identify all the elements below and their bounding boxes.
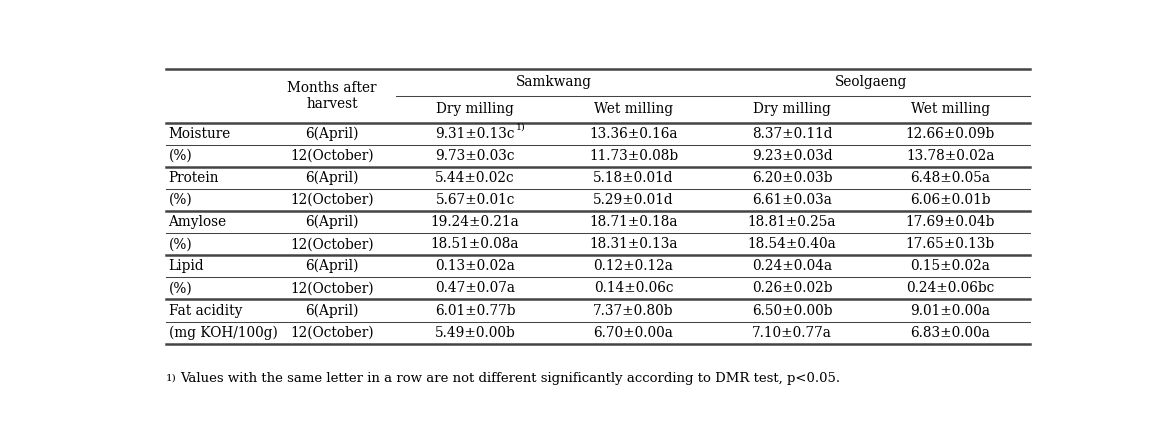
Text: 0.47±0.07a: 0.47±0.07a <box>435 281 515 295</box>
Text: 17.69±0.04b: 17.69±0.04b <box>905 215 995 229</box>
Text: 5.18±0.01d: 5.18±0.01d <box>593 171 673 185</box>
Text: Seolgaeng: Seolgaeng <box>835 75 908 89</box>
Text: 6.50±0.00b: 6.50±0.00b <box>751 304 832 318</box>
Text: Wet milling: Wet milling <box>911 102 990 116</box>
Text: 1): 1) <box>516 123 526 132</box>
Text: 17.65±0.13b: 17.65±0.13b <box>905 237 995 251</box>
Text: Dry milling: Dry milling <box>437 102 514 116</box>
Text: 6.70±0.00a: 6.70±0.00a <box>594 326 673 340</box>
Text: 0.26±0.02b: 0.26±0.02b <box>751 281 832 295</box>
Text: 5.67±0.01c: 5.67±0.01c <box>435 193 515 207</box>
Text: 0.24±0.06bc: 0.24±0.06bc <box>907 281 995 295</box>
Text: 5.49±0.00b: 5.49±0.00b <box>434 326 516 340</box>
Text: Fat acidity: Fat acidity <box>169 304 242 318</box>
Text: 7.37±0.80b: 7.37±0.80b <box>593 304 673 318</box>
Text: (%): (%) <box>169 237 192 251</box>
Text: 18.81±0.25a: 18.81±0.25a <box>748 215 836 229</box>
Text: Moisture: Moisture <box>169 127 231 140</box>
Text: 6(April): 6(April) <box>306 126 358 141</box>
Text: Samkwang: Samkwang <box>516 75 593 89</box>
Text: 8.37±0.11d: 8.37±0.11d <box>751 127 832 140</box>
Text: 6.61±0.03a: 6.61±0.03a <box>753 193 832 207</box>
Text: 0.24±0.04a: 0.24±0.04a <box>751 259 832 273</box>
Text: (%): (%) <box>169 193 192 207</box>
Text: 6.01±0.77b: 6.01±0.77b <box>434 304 516 318</box>
Text: Dry milling: Dry milling <box>753 102 831 116</box>
Text: 11.73±0.08b: 11.73±0.08b <box>589 149 678 163</box>
Text: 0.15±0.02a: 0.15±0.02a <box>910 259 990 273</box>
Text: 6(April): 6(April) <box>306 171 358 185</box>
Text: 6(April): 6(April) <box>306 259 358 273</box>
Text: 18.51±0.08a: 18.51±0.08a <box>431 237 519 251</box>
Text: 6(April): 6(April) <box>306 303 358 318</box>
Text: 5.44±0.02c: 5.44±0.02c <box>435 171 515 185</box>
Text: 0.13±0.02a: 0.13±0.02a <box>435 259 515 273</box>
Text: Wet milling: Wet milling <box>594 102 673 116</box>
Text: 6.48±0.05a: 6.48±0.05a <box>910 171 990 185</box>
Text: 9.31±0.13c: 9.31±0.13c <box>435 127 515 140</box>
Text: 6.83±0.00a: 6.83±0.00a <box>910 326 990 340</box>
Text: 12(October): 12(October) <box>291 193 373 207</box>
Text: 1): 1) <box>165 374 177 383</box>
Text: 19.24±0.21a: 19.24±0.21a <box>431 215 519 229</box>
Text: 12(October): 12(October) <box>291 326 373 340</box>
Text: Lipid: Lipid <box>169 259 205 273</box>
Text: 12(October): 12(October) <box>291 281 373 295</box>
Text: 12(October): 12(October) <box>291 237 373 251</box>
Text: 12(October): 12(October) <box>291 149 373 163</box>
Text: Values with the same letter in a row are not different significantly according t: Values with the same letter in a row are… <box>180 372 840 384</box>
Text: 9.73±0.03c: 9.73±0.03c <box>435 149 515 163</box>
Text: 9.01±0.00a: 9.01±0.00a <box>910 304 990 318</box>
Text: 6.06±0.01b: 6.06±0.01b <box>910 193 990 207</box>
Text: Months after
harvest: Months after harvest <box>287 81 377 111</box>
Text: 12.66±0.09b: 12.66±0.09b <box>905 127 995 140</box>
Text: Amylose: Amylose <box>169 215 226 229</box>
Text: (%): (%) <box>169 281 192 295</box>
Text: 5.29±0.01d: 5.29±0.01d <box>593 193 673 207</box>
Text: (mg KOH/100g): (mg KOH/100g) <box>169 326 277 340</box>
Text: 9.23±0.03d: 9.23±0.03d <box>751 149 832 163</box>
Text: (%): (%) <box>169 149 192 163</box>
Text: 0.14±0.06c: 0.14±0.06c <box>594 281 673 295</box>
Text: 18.71±0.18a: 18.71±0.18a <box>589 215 678 229</box>
Text: 6.20±0.03b: 6.20±0.03b <box>751 171 832 185</box>
Text: 13.36±0.16a: 13.36±0.16a <box>589 127 678 140</box>
Text: 13.78±0.02a: 13.78±0.02a <box>907 149 995 163</box>
Text: 18.31±0.13a: 18.31±0.13a <box>589 237 678 251</box>
Text: 6(April): 6(April) <box>306 215 358 229</box>
Text: Protein: Protein <box>169 171 219 185</box>
Text: 18.54±0.40a: 18.54±0.40a <box>748 237 836 251</box>
Text: 0.12±0.12a: 0.12±0.12a <box>594 259 673 273</box>
Text: 7.10±0.77a: 7.10±0.77a <box>753 326 832 340</box>
